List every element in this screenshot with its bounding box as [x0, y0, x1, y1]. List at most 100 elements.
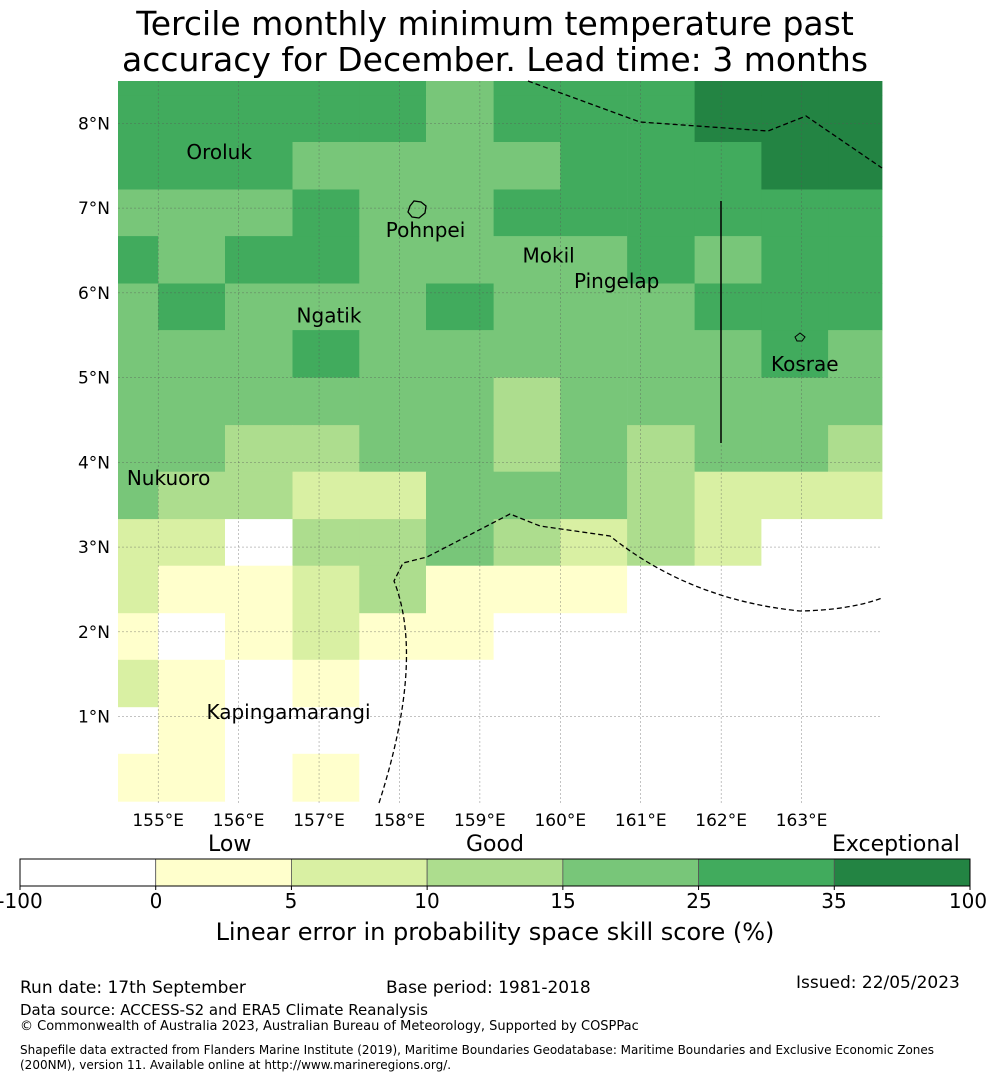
- skill-cell: [828, 81, 883, 96]
- skill-cell: [118, 519, 159, 567]
- skill-cell: [118, 81, 159, 96]
- lon-tick-label: 159°E: [454, 811, 506, 831]
- cb-tick-label: -100: [0, 889, 43, 913]
- cb-tick-label: 10: [414, 889, 440, 913]
- skill-cell: [225, 659, 293, 708]
- skill-cell: [225, 471, 293, 520]
- skill-cell: [158, 519, 226, 567]
- skill-cell: [493, 519, 561, 567]
- skill-cell: [359, 565, 427, 614]
- skill-cell: [118, 565, 159, 614]
- lat-tick-label: 5°N: [78, 369, 110, 389]
- place-label: Kapingamarangi: [206, 700, 370, 724]
- skill-cell: [292, 189, 360, 237]
- skill-cell: [560, 707, 628, 755]
- lon-tick-label: 160°E: [534, 811, 586, 831]
- place-label: Kosrae: [771, 352, 839, 376]
- skill-cell: [560, 95, 628, 143]
- skill-cell: [828, 753, 883, 802]
- lat-tick-label: 6°N: [78, 284, 110, 304]
- skill-cell: [694, 425, 762, 473]
- skill-cell: [426, 753, 494, 802]
- skill-cell: [627, 707, 696, 755]
- skill-cell: [694, 189, 762, 237]
- skill-cell: [118, 189, 159, 237]
- skill-cell: [292, 81, 360, 96]
- data-source: Data source: ACCESS-S2 and ERA5 Climate …: [20, 1001, 428, 1019]
- lon-tick-label: 155°E: [132, 811, 184, 831]
- cb-tick-label: 25: [686, 889, 712, 913]
- skill-cell: [627, 659, 696, 708]
- skill-cell: [761, 283, 829, 331]
- skill-cell: [225, 613, 293, 661]
- lat-tick-label: 8°N: [78, 114, 110, 134]
- skill-cell: [225, 565, 293, 614]
- colorbar-swatch: [833, 858, 971, 887]
- skill-cell: [560, 81, 628, 96]
- skill-cell: [359, 236, 427, 284]
- skill-cell: [627, 330, 696, 378]
- place-label: Oroluk: [186, 140, 252, 164]
- skill-cell: [426, 613, 494, 661]
- skill-cell: [627, 189, 696, 237]
- skill-cell: [225, 81, 293, 96]
- lon-tick-label: 162°E: [695, 811, 747, 831]
- skill-cell: [359, 753, 427, 802]
- skill-cell: [627, 81, 696, 96]
- skill-cell: [118, 753, 159, 802]
- skill-cell: [359, 81, 427, 96]
- skill-cell: [828, 377, 883, 426]
- skill-cell: [627, 283, 696, 331]
- skill-cell: [359, 377, 427, 426]
- issued-date: Issued: 22/05/2023: [796, 973, 960, 993]
- skill-cell: [694, 330, 762, 378]
- skill-cell: [627, 95, 696, 143]
- island-outlines: [407, 200, 806, 342]
- skill-cell: [493, 236, 561, 284]
- lon-tick-label: 163°E: [776, 811, 828, 831]
- skill-cell: [761, 471, 829, 520]
- skill-cell: [426, 95, 494, 143]
- skill-cell: [761, 142, 829, 190]
- colorbar-swatch: [426, 858, 564, 887]
- skill-cell: [426, 81, 494, 96]
- skill-cell: [493, 425, 561, 473]
- skill-cell: [426, 707, 494, 755]
- skill-cell: [359, 283, 427, 331]
- colorbar: [19, 858, 971, 890]
- skill-cell: [292, 142, 360, 190]
- skill-cell: [118, 707, 159, 755]
- skill-cell: [761, 659, 829, 708]
- skill-cell: [828, 519, 883, 567]
- skill-cell: [493, 189, 561, 237]
- skill-cell: [292, 659, 360, 708]
- title-line-1: Tercile monthly minimum temperature past: [136, 4, 854, 43]
- skill-cell: [359, 471, 427, 520]
- skill-cell: [225, 330, 293, 378]
- skill-cell: [118, 236, 159, 284]
- skill-cell: [761, 81, 829, 96]
- colorbar-swatch: [698, 858, 835, 887]
- map-axes: 155°E 156°E 157°E 158°E 159°E 160°E 161°E 162°E…: [78, 114, 827, 831]
- lat-tick-label: 2°N: [78, 623, 110, 643]
- skill-cell: [118, 613, 159, 661]
- skill-cell: [694, 613, 762, 661]
- lat-lon-gridlines: [118, 81, 882, 803]
- skill-cell: [292, 425, 360, 473]
- skill-cell: [292, 236, 360, 284]
- skill-cell: [158, 565, 226, 614]
- skill-cell: [694, 659, 762, 708]
- skill-cell: [493, 471, 561, 520]
- colorbar-swatch: [562, 858, 699, 887]
- skill-cell: [828, 613, 883, 661]
- place-label: Ngatik: [297, 304, 362, 328]
- skill-cell: [359, 142, 427, 190]
- skill-cell: [292, 519, 360, 567]
- colorbar-swatch: [155, 858, 292, 887]
- skill-cell: [426, 189, 494, 237]
- skill-cell: [694, 142, 762, 190]
- skill-cell: [158, 283, 226, 331]
- skill-cell: [560, 471, 628, 520]
- skill-cell: [292, 753, 360, 802]
